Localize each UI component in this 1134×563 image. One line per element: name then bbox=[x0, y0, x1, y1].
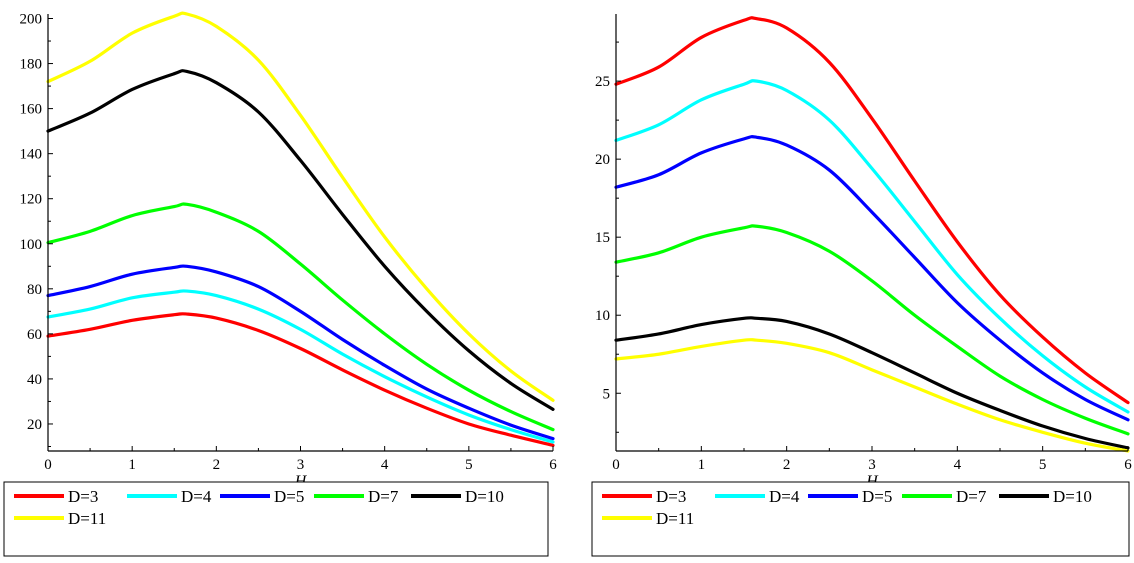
series-line-d11 bbox=[46, 11, 555, 402]
legend-label: D=7 bbox=[368, 487, 399, 506]
legend-label: D=3 bbox=[656, 487, 686, 506]
legend-label: D=11 bbox=[656, 509, 694, 528]
y-tick-label: 160 bbox=[20, 102, 43, 118]
x-tick-label: 3 bbox=[297, 457, 305, 473]
series-line-d7 bbox=[614, 224, 1130, 436]
series-line-d7 bbox=[46, 202, 555, 432]
legend-label: D=5 bbox=[862, 487, 892, 506]
y-tick-label: 20 bbox=[27, 417, 42, 433]
series-line-d10 bbox=[614, 316, 1130, 450]
legend-label: D=11 bbox=[68, 509, 106, 528]
legend-label: D=10 bbox=[1053, 487, 1092, 506]
x-tick-label: 1 bbox=[128, 457, 136, 473]
x-tick-label: 5 bbox=[465, 457, 473, 473]
x-tick-label: 4 bbox=[954, 457, 962, 473]
x-tick-label: 2 bbox=[783, 457, 791, 473]
x-tick-label: 0 bbox=[44, 457, 52, 473]
series-line-d4 bbox=[46, 289, 555, 444]
y-tick-label: 20 bbox=[595, 152, 610, 168]
x-tick-label: 5 bbox=[1039, 457, 1047, 473]
x-tick-label: 3 bbox=[868, 457, 876, 473]
legend-label: D=4 bbox=[181, 487, 212, 506]
series-line-d3 bbox=[614, 16, 1130, 405]
y-tick-label: 40 bbox=[27, 372, 42, 388]
y-tick-label: 15 bbox=[595, 230, 610, 246]
legend-label: D=3 bbox=[68, 487, 98, 506]
x-tick-label: 6 bbox=[1124, 457, 1132, 473]
series-line-d3 bbox=[46, 312, 555, 447]
series-line-d11 bbox=[614, 337, 1130, 453]
series-line-d4 bbox=[614, 79, 1130, 414]
legend: D=3 D=4 D=5 D=7 D=10 D=11 bbox=[3, 481, 549, 557]
x-tick-label: 6 bbox=[549, 457, 557, 473]
series-line-d5 bbox=[614, 135, 1130, 422]
x-tick-label: 4 bbox=[381, 457, 389, 473]
x-tick-label: 2 bbox=[213, 457, 221, 473]
series-line-d10 bbox=[46, 69, 555, 411]
y-tick-label: 80 bbox=[27, 282, 42, 298]
legend-label: D=5 bbox=[274, 487, 304, 506]
y-tick-label: 200 bbox=[20, 12, 43, 28]
y-tick-label: 180 bbox=[20, 57, 43, 73]
y-tick-label: 25 bbox=[595, 74, 610, 90]
legend-label: D=7 bbox=[956, 487, 987, 506]
series-line-d5 bbox=[46, 264, 555, 441]
y-tick-label: 140 bbox=[20, 147, 43, 163]
legend: D=3 D=4 D=5 D=7 D=10 D=11 bbox=[591, 481, 1130, 557]
y-tick-label: 120 bbox=[20, 192, 43, 208]
x-tick-label: 1 bbox=[698, 457, 706, 473]
chart-panel-1: 012345620406080100120140160180200HD=3D=4… bbox=[3, 11, 557, 557]
chart-panel-2: 0123456510152025HD=3D=4D=5D=7D=10D=11 bbox=[591, 14, 1132, 557]
y-tick-label: 100 bbox=[20, 237, 43, 253]
x-tick-label: 0 bbox=[612, 457, 620, 473]
y-tick-label: 60 bbox=[27, 327, 42, 343]
y-tick-label: 5 bbox=[603, 386, 611, 402]
legend-label: D=10 bbox=[465, 487, 504, 506]
legend-label: D=4 bbox=[769, 487, 800, 506]
y-tick-label: 10 bbox=[595, 308, 610, 324]
